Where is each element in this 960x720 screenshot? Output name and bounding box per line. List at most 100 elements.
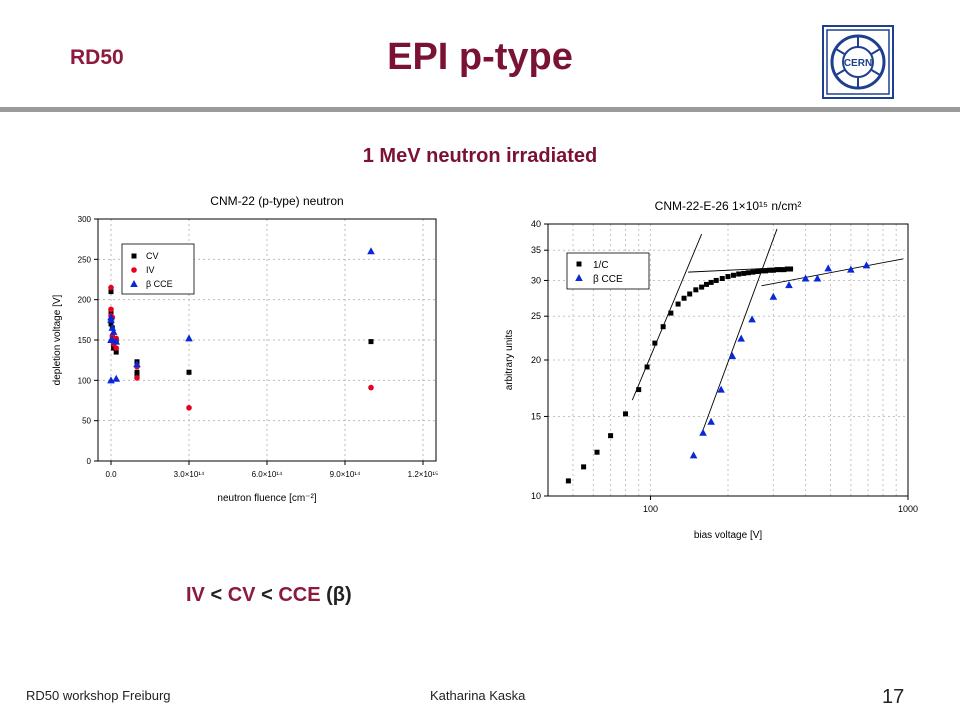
chart2-x-tick-1: 1000 <box>898 504 918 514</box>
chart2-point-cce-1-7 <box>769 292 778 300</box>
chart1-point-cv-0-12 <box>186 369 192 375</box>
chart1-x-tick-1: 3.0×10¹⁴ <box>174 470 205 479</box>
chart2-point-cce-1-9 <box>801 274 810 282</box>
chart2-point-1-c-0-6 <box>644 364 650 370</box>
chart2-point-1-c-0-33 <box>784 266 790 272</box>
chart2-point-1-c-0-12 <box>687 291 693 297</box>
chart2-point-1-c-0-18 <box>719 275 725 281</box>
chart1-point-iv-1-0 <box>108 284 114 291</box>
chart1-x-tick-0: 0.0 <box>105 470 117 479</box>
relation-lt-1: < <box>210 584 223 606</box>
chart2-y-tick-6: 40 <box>531 219 541 229</box>
chart1-point-cv-0-0 <box>108 289 114 295</box>
footer-author: Katharina Kaska <box>430 688 526 703</box>
depletion-voltage-chart: CNM-22 (p-type) neutron 0 50 100 150 200 250 30… <box>52 194 438 504</box>
chart2-point-1-c-0-5 <box>636 387 642 393</box>
chart1-legend-marker-0 <box>131 253 137 259</box>
chart1-y-tick-2: 100 <box>78 376 92 385</box>
chart1-legend-label-1: IV <box>146 265 155 275</box>
chart2-point-1-c-0-3 <box>608 433 614 439</box>
chart2-point-1-c-0-15 <box>703 281 709 287</box>
chart2-point-1-c-0-11 <box>681 295 687 301</box>
footer-workshop: RD50 workshop Freiburg <box>26 688 171 703</box>
chart2-point-cce-1-6 <box>748 315 756 323</box>
chart1-point-iv-1-10 <box>134 375 140 381</box>
chart1-y-tick-5: 250 <box>78 255 92 264</box>
chart1-legend-label-2: β CCE <box>146 279 173 289</box>
chart2-point-1-c-0-13 <box>693 287 699 293</box>
chart2-point-cce-1-5 <box>737 334 745 342</box>
chart2-point-cce-1-3 <box>717 385 725 393</box>
chart2-title: CNM-22-E-26 1×10¹⁵ n/cm² <box>655 199 802 213</box>
chart2-point-1-c-0-10 <box>675 301 681 307</box>
chart2-point-cce-1-2 <box>707 417 715 425</box>
chart1-title: CNM-22 (p-type) neutron <box>210 194 343 208</box>
chart2-fit-line-0 <box>631 233 703 401</box>
chart2-point-1-c-0-31 <box>778 267 784 273</box>
chart2-xlabel: bias voltage [V] <box>694 530 763 541</box>
chart1-ylabel: depletion voltage [V] <box>52 294 63 385</box>
cern-logo: CERN <box>822 25 894 99</box>
chart2-point-1-c-0-14 <box>699 284 705 290</box>
chart2-point-cce-1-10 <box>813 274 822 282</box>
chart2-ylabel: arbitrary units <box>504 330 515 391</box>
slide-subtitle: 1 MeV neutron irradiated <box>362 145 598 167</box>
chart2-point-1-c-0-32 <box>781 267 787 273</box>
chart2-point-1-c-0-20 <box>730 272 736 278</box>
chart2-legend-marker-1 <box>575 274 583 281</box>
chart1-legend-marker-1 <box>131 267 137 273</box>
chart2-point-1-c-0-25 <box>754 268 760 274</box>
chart1-point-iv-1-7 <box>113 345 119 351</box>
chart2-point-1-c-0-0 <box>565 478 571 484</box>
chart1-legend-label-0: CV <box>146 251 159 261</box>
chart1-point-cce-2-11 <box>367 247 375 255</box>
chart2-point-cce-1-4 <box>728 352 737 360</box>
chart2-point-1-c-0-1 <box>581 464 587 470</box>
chart1-point-cce-2-6 <box>109 327 118 335</box>
chart2-y-tick-5: 35 <box>531 245 541 255</box>
chart1-point-cce-2-10 <box>185 334 193 342</box>
chart2-y-tick-4: 30 <box>531 275 541 285</box>
chart2-point-1-c-0-19 <box>725 274 731 280</box>
chart1-point-cv-0-7 <box>113 349 119 355</box>
chart2-point-1-c-0-28 <box>767 267 773 273</box>
chart2-legend-label-1: β CCE <box>593 274 623 285</box>
slide-title: EPI p-type <box>387 36 573 78</box>
chart2-point-1-c-0-21 <box>736 271 742 277</box>
chart2-y-tick-3: 25 <box>531 311 541 321</box>
relation-cv: CV <box>227 584 256 606</box>
chart2-point-1-c-0-16 <box>708 279 714 285</box>
chart2-point-cce-1-11 <box>824 264 833 272</box>
page-number: 17 <box>882 686 905 708</box>
chart2-point-1-c-0-17 <box>713 277 719 283</box>
chart1-point-cce-2-7 <box>112 337 120 345</box>
chart1-y-tick-6: 300 <box>78 215 92 224</box>
chart2-legend-box <box>566 252 650 290</box>
chart2-point-cce-1-13 <box>862 261 871 269</box>
chart2-point-cce-1-8 <box>785 281 793 289</box>
group-label: RD50 <box>70 46 124 69</box>
chart2-point-cce-1-0 <box>689 451 698 459</box>
chart1-point-iv-1-11 <box>186 404 192 411</box>
chart2-point-1-c-0-26 <box>759 268 765 274</box>
chart2-y-tick-1: 15 <box>531 411 541 421</box>
chart2-fit-line-2 <box>702 228 778 431</box>
chart1-y-tick-4: 200 <box>78 296 92 305</box>
chart2-legend-marker-0 <box>576 261 582 267</box>
bias-voltage-chart: CNM-22-E-26 1×10¹⁵ n/cm² 10 15 20 25 30 35 40 10… <box>504 199 918 541</box>
header-rule <box>0 107 960 112</box>
relation-beta: (β) <box>326 584 352 606</box>
chart2-point-cce-1-1 <box>699 428 707 436</box>
chart1-point-cce-2-8 <box>112 374 120 382</box>
chart1-point-iv-1-1 <box>108 306 114 313</box>
chart2-y-tick-2: 20 <box>531 355 541 365</box>
chart1-x-tick-3: 9.0×10¹⁴ <box>330 470 361 479</box>
chart2-point-1-c-0-30 <box>774 267 780 273</box>
chart1-y-tick-3: 150 <box>78 336 92 345</box>
chart1-point-cce-2-9 <box>133 360 141 368</box>
chart1-xlabel: neutron fluence [cm⁻²] <box>217 493 316 504</box>
chart2-x-tick-0: 100 <box>643 504 658 514</box>
chart2-fit-line-3 <box>761 258 904 287</box>
chart1-x-tick-2: 6.0×10¹⁴ <box>252 470 283 479</box>
chart2-point-1-c-0-22 <box>741 270 747 276</box>
